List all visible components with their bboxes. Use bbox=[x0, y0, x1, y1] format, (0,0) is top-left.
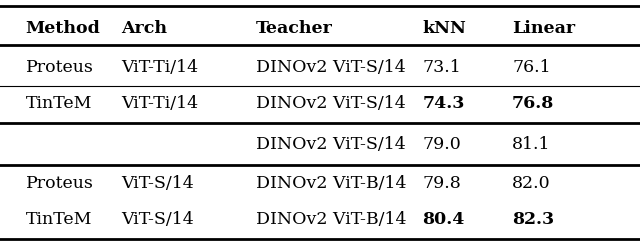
Text: ViT-S/14: ViT-S/14 bbox=[122, 211, 195, 228]
Text: Teacher: Teacher bbox=[256, 20, 333, 37]
Text: TinTeM: TinTeM bbox=[26, 211, 92, 228]
Text: Arch: Arch bbox=[122, 20, 168, 37]
Text: 82.0: 82.0 bbox=[512, 175, 550, 192]
Text: Linear: Linear bbox=[512, 20, 575, 37]
Text: DINOv2 ViT-S/14: DINOv2 ViT-S/14 bbox=[256, 59, 406, 76]
Text: ViT-Ti/14: ViT-Ti/14 bbox=[122, 95, 199, 112]
Text: 80.4: 80.4 bbox=[422, 211, 465, 228]
Text: DINOv2 ViT-S/14: DINOv2 ViT-S/14 bbox=[256, 136, 406, 153]
Text: Proteus: Proteus bbox=[26, 59, 93, 76]
Text: DINOv2 ViT-S/14: DINOv2 ViT-S/14 bbox=[256, 95, 406, 112]
Text: 76.1: 76.1 bbox=[512, 59, 550, 76]
Text: DINOv2 ViT-B/14: DINOv2 ViT-B/14 bbox=[256, 211, 406, 228]
Text: ViT-Ti/14: ViT-Ti/14 bbox=[122, 59, 199, 76]
Text: 79.0: 79.0 bbox=[422, 136, 461, 153]
Text: 82.3: 82.3 bbox=[512, 211, 554, 228]
Text: Proteus: Proteus bbox=[26, 175, 93, 192]
Text: Method: Method bbox=[26, 20, 100, 37]
Text: 74.3: 74.3 bbox=[422, 95, 465, 112]
Text: TinTeM: TinTeM bbox=[26, 95, 92, 112]
Text: ViT-S/14: ViT-S/14 bbox=[122, 175, 195, 192]
Text: 79.8: 79.8 bbox=[422, 175, 461, 192]
Text: 76.8: 76.8 bbox=[512, 95, 554, 112]
Text: DINOv2 ViT-B/14: DINOv2 ViT-B/14 bbox=[256, 175, 406, 192]
Text: 81.1: 81.1 bbox=[512, 136, 550, 153]
Text: 73.1: 73.1 bbox=[422, 59, 461, 76]
Text: kNN: kNN bbox=[422, 20, 467, 37]
